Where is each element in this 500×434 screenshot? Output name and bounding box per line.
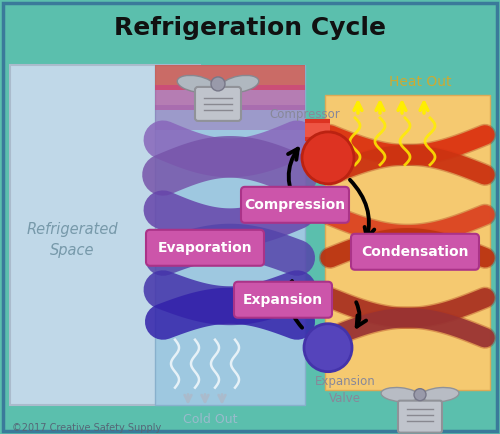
Text: Evaporation: Evaporation: [158, 241, 252, 255]
FancyBboxPatch shape: [351, 234, 479, 270]
FancyBboxPatch shape: [3, 3, 497, 431]
FancyBboxPatch shape: [241, 187, 349, 223]
FancyBboxPatch shape: [234, 282, 332, 318]
Ellipse shape: [177, 76, 215, 92]
FancyBboxPatch shape: [10, 65, 200, 404]
Text: Expansion
Valve: Expansion Valve: [314, 375, 376, 404]
Text: Heat Out: Heat Out: [389, 75, 451, 89]
FancyBboxPatch shape: [155, 65, 305, 404]
FancyBboxPatch shape: [398, 401, 442, 433]
Text: Condensation: Condensation: [361, 245, 469, 259]
Ellipse shape: [221, 76, 259, 92]
Text: Refrigeration Cycle: Refrigeration Cycle: [114, 16, 386, 40]
Ellipse shape: [421, 388, 459, 402]
Ellipse shape: [302, 132, 354, 184]
Text: Compression: Compression: [244, 198, 346, 212]
FancyBboxPatch shape: [325, 95, 490, 390]
Text: Compressor: Compressor: [270, 108, 340, 122]
FancyBboxPatch shape: [155, 85, 305, 110]
FancyBboxPatch shape: [146, 230, 264, 266]
Ellipse shape: [304, 324, 352, 372]
Text: Refrigerated
Space: Refrigerated Space: [26, 222, 118, 258]
Circle shape: [211, 77, 225, 91]
Text: Cold Out: Cold Out: [183, 413, 238, 426]
Circle shape: [414, 389, 426, 401]
Text: ©2017 Creative Safety Supply: ©2017 Creative Safety Supply: [12, 423, 161, 433]
Text: Expansion: Expansion: [243, 293, 323, 307]
Ellipse shape: [381, 388, 419, 402]
FancyBboxPatch shape: [195, 87, 241, 121]
FancyBboxPatch shape: [155, 105, 305, 130]
FancyBboxPatch shape: [155, 65, 305, 90]
